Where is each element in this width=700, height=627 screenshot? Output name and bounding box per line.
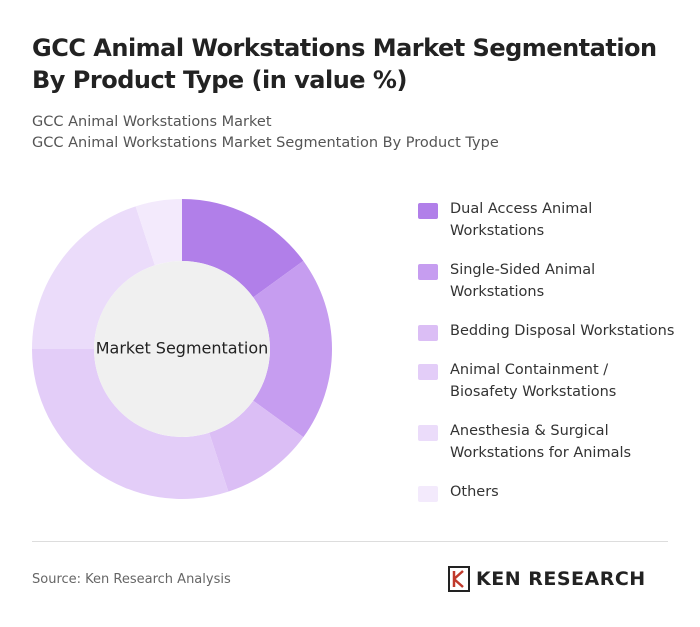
legend-label: Bedding Disposal Workstations <box>450 323 675 339</box>
legend-label: Others <box>450 484 499 500</box>
donut-segment <box>209 400 304 492</box>
legend-item: Anesthesia & Surgical Workstations for A… <box>418 420 678 464</box>
legend-item: Single-Sided Animal Workstations <box>418 259 678 303</box>
legend-item: Dual Access Animal Workstations <box>418 198 678 242</box>
donut-chart: Market Segmentation <box>32 199 332 499</box>
logo: KEN RESEARCH <box>448 566 646 592</box>
legend-label: Single-Sided Animal Workstations <box>450 262 596 300</box>
donut-segment <box>32 206 155 349</box>
donut-segment <box>32 349 229 499</box>
legend-swatch <box>418 425 438 441</box>
subtitle: GCC Animal Workstations Market GCC Anima… <box>32 112 499 154</box>
subtitle-line: GCC Animal Workstations Market Segmentat… <box>32 135 499 151</box>
donut-segment <box>135 199 182 266</box>
legend-label: Animal Containment / Biosafety Workstati… <box>450 362 617 400</box>
legend-label: Dual Access Animal Workstations <box>450 201 593 239</box>
donut-center <box>94 261 270 437</box>
source: Source: Ken Research Analysis <box>32 572 231 587</box>
legend-item: Animal Containment / Biosafety Workstati… <box>418 359 678 403</box>
legend: Dual Access Animal Workstations Single-Si… <box>418 198 678 503</box>
logo-text: KEN RESEARCH <box>476 568 646 590</box>
donut-segment <box>253 260 332 438</box>
legend-swatch <box>418 364 438 380</box>
legend-label: Anesthesia & Surgical Workstations for A… <box>450 423 632 461</box>
divider <box>32 541 668 542</box>
subtitle-line: GCC Animal Workstations Market <box>32 114 272 130</box>
center-label: Market Segmentation <box>96 339 269 358</box>
legend-swatch <box>418 203 438 219</box>
legend-swatch <box>418 325 438 341</box>
legend-item: Bedding Disposal Workstations <box>418 320 678 342</box>
legend-item: Others <box>418 481 678 503</box>
title: GCC Animal Workstations Market Segmentat… <box>32 34 657 94</box>
legend-swatch <box>418 486 438 502</box>
logo-icon <box>448 566 470 592</box>
donut-segment <box>182 199 304 298</box>
legend-swatch <box>418 264 438 280</box>
